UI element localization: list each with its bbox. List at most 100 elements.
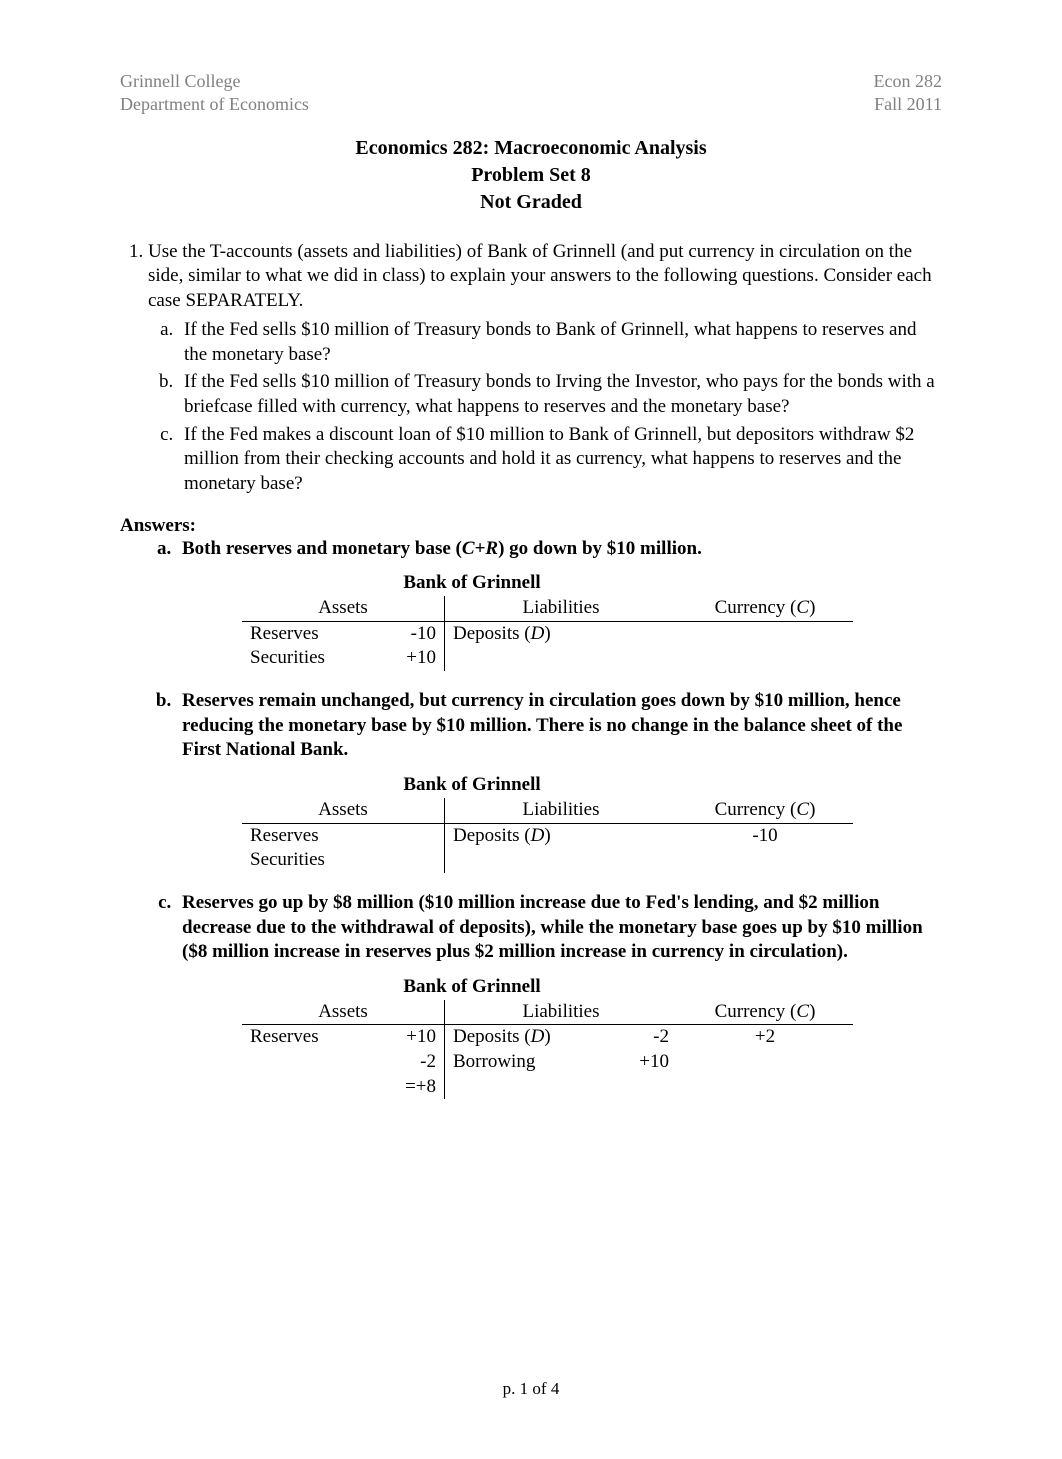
liab-name: Deposits (D) [445, 1025, 602, 1050]
table-row: Reserves -10 Deposits (D) [242, 621, 853, 646]
header-right-line1: Econ 282 [874, 70, 942, 93]
assets-header: Assets [242, 596, 445, 621]
liab-var: D [531, 1026, 545, 1047]
page: Grinnell College Department of Economics… [0, 0, 1062, 1459]
liab-post: ) [544, 1026, 550, 1047]
assets-header: Assets [242, 1000, 445, 1025]
currency-val [677, 848, 853, 873]
t-account-b: Bank of Grinnell Assets Liabilities Curr… [242, 773, 942, 873]
liab-val [601, 621, 677, 646]
asset-val: -10 [368, 621, 445, 646]
page-footer: p. 1 of 4 [120, 1379, 942, 1399]
asset-val: =+8 [368, 1075, 445, 1100]
currency-header-post: ) [809, 1001, 815, 1022]
t-account-b-title: Bank of Grinnell [242, 773, 702, 798]
t-account-a: Bank of Grinnell Assets Liabilities Curr… [242, 571, 942, 671]
answer-a-post: ) go down by $10 million. [498, 538, 702, 559]
currency-header-post: ) [809, 799, 815, 820]
question-1a: If the Fed sells $10 million of Treasury… [178, 318, 942, 367]
table-header-row: Assets Liabilities Currency (C) [242, 798, 853, 823]
asset-name [242, 1075, 368, 1100]
table-row: Reserves Deposits (D) -10 [242, 823, 853, 848]
liabilities-header: Liabilities [445, 798, 678, 823]
currency-header-pre: Currency ( [715, 597, 797, 618]
header-right-line2: Fall 2011 [874, 93, 942, 116]
question-list: Use the T-accounts (assets and liabiliti… [120, 240, 942, 497]
liab-val: -2 [601, 1025, 677, 1050]
liab-name [445, 646, 602, 671]
answer-a-pre: Both reserves and monetary base ( [182, 538, 462, 559]
asset-val [368, 848, 445, 873]
question-1-parts: If the Fed sells $10 million of Treasury… [148, 318, 942, 497]
question-1c: If the Fed makes a discount loan of $10 … [178, 423, 942, 497]
title-line3: Not Graded [120, 189, 942, 216]
currency-header-var: C [796, 597, 809, 618]
liab-name [445, 1075, 602, 1100]
table-header-row: Assets Liabilities Currency (C) [242, 1000, 853, 1025]
header-left: Grinnell College Department of Economics [120, 70, 309, 117]
asset-name: Reserves [242, 1025, 368, 1050]
asset-name: Reserves [242, 621, 368, 646]
asset-name: Securities [242, 646, 368, 671]
header-left-line2: Department of Economics [120, 93, 309, 116]
page-header: Grinnell College Department of Economics… [120, 70, 942, 117]
currency-val: -10 [677, 823, 853, 848]
asset-name: Securities [242, 848, 368, 873]
t-account-c-title: Bank of Grinnell [242, 975, 702, 1000]
liab-var: D [531, 825, 545, 846]
t-account-c-table: Assets Liabilities Currency (C) Reserves… [242, 1000, 853, 1100]
table-row: Securities [242, 848, 853, 873]
liab-val [601, 823, 677, 848]
table-header-row: Assets Liabilities Currency (C) [242, 596, 853, 621]
answers-list: Both reserves and monetary base (C+R) go… [120, 537, 942, 1100]
liab-val [601, 646, 677, 671]
liab-post: ) [544, 825, 550, 846]
currency-val [677, 621, 853, 646]
header-left-line1: Grinnell College [120, 70, 309, 93]
answer-b: Reserves remain unchanged, but currency … [176, 689, 942, 873]
currency-header-post: ) [809, 597, 815, 618]
table-row: -2 Borrowing +10 [242, 1050, 853, 1075]
currency-val [677, 1050, 853, 1075]
table-row: Reserves +10 Deposits (D) -2 +2 [242, 1025, 853, 1050]
liab-name: Deposits (D) [445, 823, 602, 848]
answer-c: Reserves go up by $8 million ($10 millio… [176, 891, 942, 1100]
assets-header: Assets [242, 798, 445, 823]
liab-val: +10 [601, 1050, 677, 1075]
question-1b: If the Fed sells $10 million of Treasury… [178, 370, 942, 419]
t-account-b-table: Assets Liabilities Currency (C) Reserves… [242, 798, 853, 873]
table-row: Securities +10 [242, 646, 853, 671]
liabilities-header: Liabilities [445, 596, 678, 621]
title-line2: Problem Set 8 [120, 162, 942, 189]
currency-header-var: C [796, 799, 809, 820]
liab-var: D [531, 623, 545, 644]
asset-name [242, 1050, 368, 1075]
answer-c-text: Reserves go up by $8 million ($10 millio… [182, 892, 923, 962]
answers-heading: Answers: [120, 515, 942, 537]
asset-name: Reserves [242, 823, 368, 848]
title-block: Economics 282: Macroeconomic Analysis Pr… [120, 135, 942, 216]
currency-header-var: C [796, 1001, 809, 1022]
t-account-a-title: Bank of Grinnell [242, 571, 702, 596]
liab-post: ) [544, 623, 550, 644]
currency-header-pre: Currency ( [715, 799, 797, 820]
liab-val [601, 848, 677, 873]
t-account-c: Bank of Grinnell Assets Liabilities Curr… [242, 975, 942, 1099]
currency-val [677, 646, 853, 671]
answer-a-text: Both reserves and monetary base (C+R) go… [182, 538, 702, 559]
asset-val: +10 [368, 646, 445, 671]
currency-val: +2 [677, 1025, 853, 1050]
answer-a: Both reserves and monetary base (C+R) go… [176, 537, 942, 671]
question-1-stem: Use the T-accounts (assets and liabiliti… [148, 241, 932, 311]
answer-b-text: Reserves remain unchanged, but currency … [182, 690, 902, 760]
liab-name [445, 848, 602, 873]
currency-header: Currency (C) [677, 798, 853, 823]
liab-name: Borrowing [445, 1050, 602, 1075]
liab-pre: Deposits ( [453, 825, 531, 846]
currency-header: Currency (C) [677, 596, 853, 621]
title-line1: Economics 282: Macroeconomic Analysis [120, 135, 942, 162]
liab-name: Deposits (D) [445, 621, 602, 646]
header-right: Econ 282 Fall 2011 [874, 70, 942, 117]
liab-val [601, 1075, 677, 1100]
currency-header: Currency (C) [677, 1000, 853, 1025]
